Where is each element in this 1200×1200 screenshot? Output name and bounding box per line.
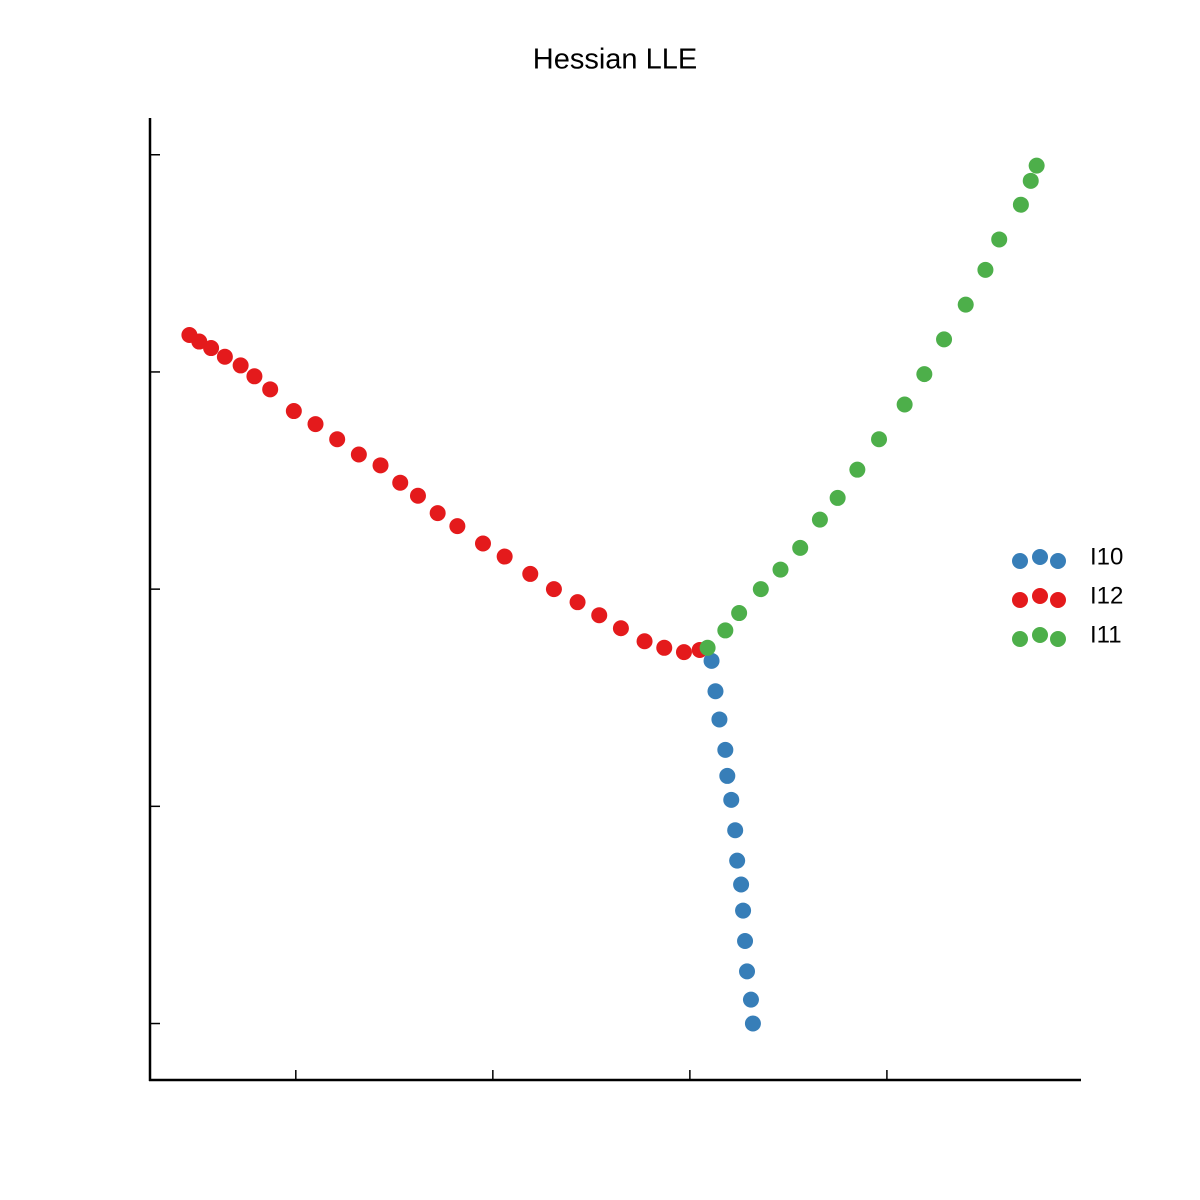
legend-marker (1050, 631, 1066, 647)
point (727, 822, 744, 839)
legend-marker (1050, 553, 1066, 569)
point (285, 403, 302, 420)
point (957, 296, 974, 313)
point (977, 261, 994, 278)
legend-marker (1012, 553, 1028, 569)
point (496, 548, 513, 565)
point (742, 991, 759, 1008)
point (936, 331, 953, 348)
legend-marker (1032, 588, 1048, 604)
legend-marker (1012, 592, 1028, 608)
point (792, 539, 809, 556)
point (474, 535, 491, 552)
point (1028, 157, 1045, 174)
chart-title: Hessian LLE (533, 44, 697, 76)
point (262, 381, 279, 398)
point (429, 505, 446, 522)
point (612, 620, 629, 637)
legend-marker (1032, 627, 1048, 643)
point (711, 711, 728, 728)
point (675, 644, 692, 661)
point (733, 876, 750, 893)
legend-marker (1050, 592, 1066, 608)
point (707, 683, 724, 700)
point (409, 487, 426, 504)
point (744, 1015, 761, 1032)
point (1012, 196, 1029, 213)
point (392, 474, 409, 491)
point (849, 461, 866, 478)
point (731, 605, 748, 622)
point (829, 489, 846, 506)
point (372, 457, 389, 474)
point (735, 902, 752, 919)
point (699, 639, 716, 656)
point (350, 446, 367, 463)
point (772, 561, 789, 578)
point (723, 791, 740, 808)
point (246, 368, 263, 385)
point (729, 852, 746, 869)
point (1022, 172, 1039, 189)
point (203, 340, 220, 357)
legend-label: I10 (1090, 543, 1123, 570)
point (591, 607, 608, 624)
point (752, 581, 769, 598)
legend-marker (1032, 549, 1048, 565)
point (717, 741, 734, 758)
legend-marker (1012, 631, 1028, 647)
point (719, 767, 736, 784)
point (636, 633, 653, 650)
point (916, 366, 933, 383)
point (329, 431, 346, 448)
point (896, 396, 913, 413)
point (811, 511, 828, 528)
legend-label: I11 (1090, 621, 1122, 648)
point (717, 622, 734, 639)
legend-label: I12 (1090, 582, 1123, 609)
point (232, 357, 249, 374)
point (307, 416, 324, 433)
point (871, 431, 888, 448)
point (569, 594, 586, 611)
point (656, 639, 673, 656)
point (216, 348, 233, 365)
point (703, 652, 720, 669)
point (545, 581, 562, 598)
point (191, 333, 208, 350)
point (991, 231, 1008, 248)
point (737, 932, 754, 949)
point (739, 963, 756, 980)
point (522, 565, 539, 582)
point (449, 518, 466, 535)
